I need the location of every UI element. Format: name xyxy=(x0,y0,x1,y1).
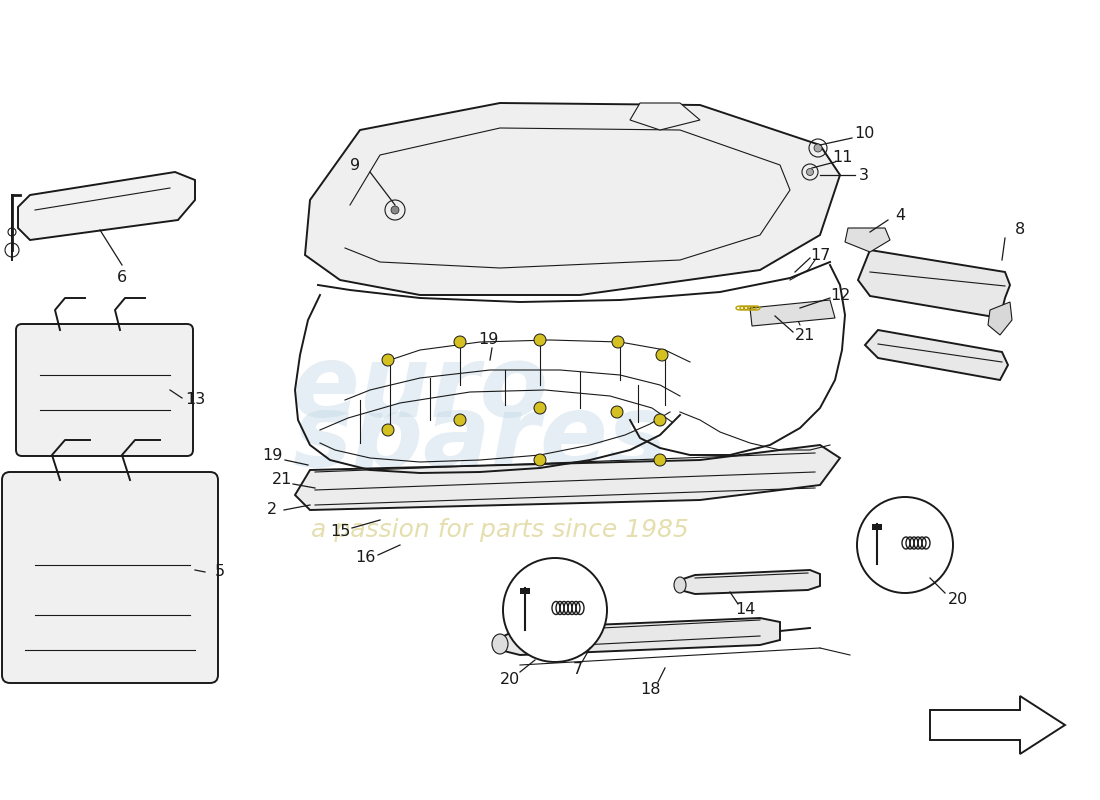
Circle shape xyxy=(654,414,666,426)
Polygon shape xyxy=(305,103,840,295)
Polygon shape xyxy=(988,302,1012,335)
Circle shape xyxy=(814,144,822,152)
Circle shape xyxy=(534,402,546,414)
Text: 11: 11 xyxy=(833,150,854,166)
Circle shape xyxy=(454,336,466,348)
Polygon shape xyxy=(845,228,890,252)
FancyBboxPatch shape xyxy=(16,324,192,456)
Ellipse shape xyxy=(674,577,686,593)
Text: 21: 21 xyxy=(272,473,293,487)
Text: euro: euro xyxy=(292,342,549,438)
Circle shape xyxy=(382,424,394,436)
Text: 16: 16 xyxy=(355,550,375,566)
Text: 12: 12 xyxy=(829,287,850,302)
Polygon shape xyxy=(520,588,530,594)
Polygon shape xyxy=(750,300,835,326)
Text: a passion for parts since 1985: a passion for parts since 1985 xyxy=(311,518,689,542)
Polygon shape xyxy=(858,250,1010,318)
Text: 20: 20 xyxy=(948,593,968,607)
Text: 9: 9 xyxy=(350,158,360,173)
Text: 5: 5 xyxy=(214,565,225,579)
Circle shape xyxy=(656,349,668,361)
Text: 15: 15 xyxy=(330,525,350,539)
Text: 8: 8 xyxy=(1015,222,1025,238)
Polygon shape xyxy=(500,618,780,655)
Text: 4: 4 xyxy=(895,207,905,222)
Text: 19: 19 xyxy=(477,333,498,347)
Circle shape xyxy=(390,206,399,214)
Text: 2: 2 xyxy=(267,502,277,518)
Circle shape xyxy=(454,414,466,426)
Ellipse shape xyxy=(492,634,508,654)
Polygon shape xyxy=(630,103,700,130)
Text: 20: 20 xyxy=(499,673,520,687)
Text: 7: 7 xyxy=(573,662,583,678)
Circle shape xyxy=(610,406,623,418)
Text: 13: 13 xyxy=(185,393,205,407)
Text: 21: 21 xyxy=(795,327,815,342)
Text: spares: spares xyxy=(293,391,668,489)
Circle shape xyxy=(534,454,546,466)
Text: 19: 19 xyxy=(262,447,283,462)
Circle shape xyxy=(382,354,394,366)
Text: 17: 17 xyxy=(810,247,830,262)
Text: 3: 3 xyxy=(859,167,869,182)
Polygon shape xyxy=(680,570,820,594)
Polygon shape xyxy=(930,696,1065,754)
Polygon shape xyxy=(295,445,840,510)
FancyBboxPatch shape xyxy=(2,472,218,683)
Text: 14: 14 xyxy=(735,602,756,618)
Circle shape xyxy=(534,334,546,346)
Circle shape xyxy=(654,454,666,466)
Circle shape xyxy=(612,336,624,348)
Polygon shape xyxy=(865,330,1008,380)
Text: 18: 18 xyxy=(640,682,660,698)
Polygon shape xyxy=(18,172,195,240)
Polygon shape xyxy=(872,524,882,530)
Circle shape xyxy=(806,169,814,175)
Text: 6: 6 xyxy=(117,270,128,286)
Text: 10: 10 xyxy=(854,126,874,141)
Circle shape xyxy=(857,497,953,593)
Circle shape xyxy=(503,558,607,662)
